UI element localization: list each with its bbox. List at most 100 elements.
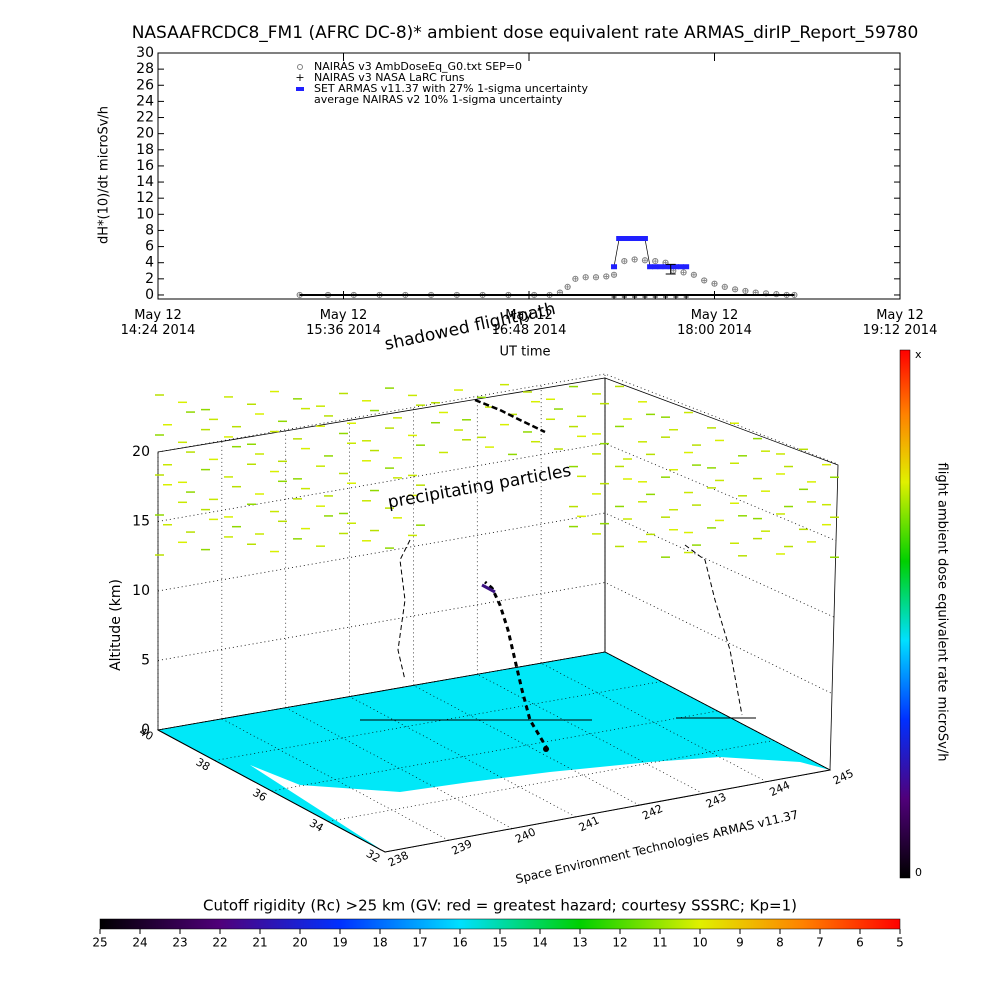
armas-point	[631, 236, 638, 242]
point-cross	[622, 259, 627, 264]
lat-tick-label: 34	[307, 816, 326, 834]
x-tick-label: May 12 19:12 2014	[862, 308, 938, 338]
point-circle	[564, 283, 571, 291]
rigidity-tick-label: 22	[212, 936, 227, 950]
y-tick-label: 26	[136, 77, 154, 93]
rigidity-tick-label: 17	[412, 936, 427, 950]
y-tick-label: 28	[136, 61, 154, 77]
point-cross	[604, 274, 609, 279]
lon-tick-label: 238	[386, 849, 411, 870]
lon-tick-label: 242	[640, 802, 665, 823]
error-bar	[665, 263, 676, 275]
lon-tick-label: 240	[513, 825, 538, 846]
point-cross	[733, 287, 738, 292]
armas-point	[683, 264, 690, 270]
armas-point	[611, 264, 618, 270]
point-cross	[653, 259, 658, 264]
altitude-grid	[157, 443, 837, 542]
data-point	[701, 277, 708, 284]
y-tick-label: 8	[145, 222, 154, 238]
point-circle	[742, 287, 749, 295]
point-circle	[610, 271, 618, 278]
y-tick-label: 30	[136, 45, 154, 61]
flight-track-top	[481, 583, 496, 594]
wall-shadow-left	[397, 539, 411, 681]
rigidity-tick-label: 6	[856, 936, 864, 950]
data-point	[711, 280, 718, 287]
point-cross	[753, 290, 758, 295]
point-circle	[652, 257, 659, 265]
data-point	[582, 274, 589, 281]
data-point	[721, 283, 728, 291]
rigidity-tick-label: 10	[692, 936, 707, 950]
y-tick-label: 4	[145, 255, 154, 271]
y-tick-label: 24	[136, 93, 154, 109]
land-area	[250, 757, 830, 852]
legend-label: SET ARMAS v11.37 with 27% 1-sigma uncert…	[314, 82, 588, 95]
lon-grid	[540, 662, 767, 783]
point-cross	[663, 260, 668, 265]
point-circle	[690, 271, 697, 278]
data-point	[742, 287, 749, 295]
y-tick-label: 2	[145, 271, 154, 287]
armas-line	[613, 238, 687, 268]
point-circle	[721, 283, 728, 291]
legend-marker: +	[295, 71, 304, 84]
altitude-tick-label: 5	[141, 653, 150, 669]
legend-marker	[296, 87, 304, 91]
rigidity-colorbar	[99, 918, 901, 930]
data-point	[690, 271, 697, 278]
rigidity-tick-label: 13	[572, 936, 587, 950]
armas-point	[678, 264, 685, 270]
altitude-grid	[157, 373, 839, 465]
colorbar-label: flight ambient dose equivalent rate micr…	[935, 463, 950, 762]
lon-grid	[221, 718, 449, 841]
armas-point	[626, 236, 633, 242]
data-point	[572, 275, 579, 282]
armas-point	[672, 264, 679, 270]
data-point	[732, 286, 739, 293]
point-cross	[691, 272, 696, 277]
y-tick-label: 12	[136, 190, 154, 206]
point-circle	[572, 275, 579, 282]
rigidity-tick-label: 19	[332, 936, 347, 950]
x-tick-label: May 12 16:48 2014	[491, 308, 567, 338]
x-tick-label: May 12 18:00 2014	[677, 308, 752, 338]
rigidity-tick-label: 12	[612, 936, 627, 950]
lon-tick-label: 244	[767, 778, 792, 799]
y-tick-label: 10	[136, 206, 154, 222]
lat-tick-label: 36	[250, 786, 269, 804]
point-circle	[631, 256, 638, 263]
y-tick-label: 22	[136, 110, 154, 126]
legend-label: average NAIRAS v2 10% 1-sigma uncertaint…	[314, 93, 563, 106]
point-cross	[702, 278, 707, 283]
panel-3d	[155, 373, 839, 853]
rigidity-tick-label: 9	[736, 936, 744, 950]
rigidity-tick-label: 23	[172, 936, 187, 950]
y-tick-label: 14	[136, 174, 154, 190]
rigidity-tick-label: 15	[492, 936, 507, 950]
armas-point	[616, 236, 623, 242]
point-cross	[743, 288, 748, 293]
y-tick-label: 0	[145, 287, 154, 303]
point-cross	[632, 257, 637, 262]
point-cross	[681, 270, 686, 275]
data-point	[641, 257, 649, 264]
point-cross	[642, 258, 647, 263]
colorbar-max-label: x	[915, 348, 922, 361]
lat-tick-label: 32	[364, 847, 383, 865]
altitude-tick-label: 20	[132, 444, 150, 460]
annotation: precipitating particles	[386, 461, 573, 513]
point-cross	[712, 281, 717, 286]
colorbar-min-label: 0	[915, 866, 922, 879]
data-point	[631, 256, 638, 263]
data-point	[603, 273, 610, 280]
armas-point	[636, 236, 643, 242]
armas-point	[662, 264, 669, 270]
data-point	[652, 257, 659, 265]
lat-tick-label: 40	[137, 725, 156, 743]
rigidity-tick-label: 5	[896, 936, 904, 950]
altitude-tick-label: 10	[132, 583, 150, 599]
